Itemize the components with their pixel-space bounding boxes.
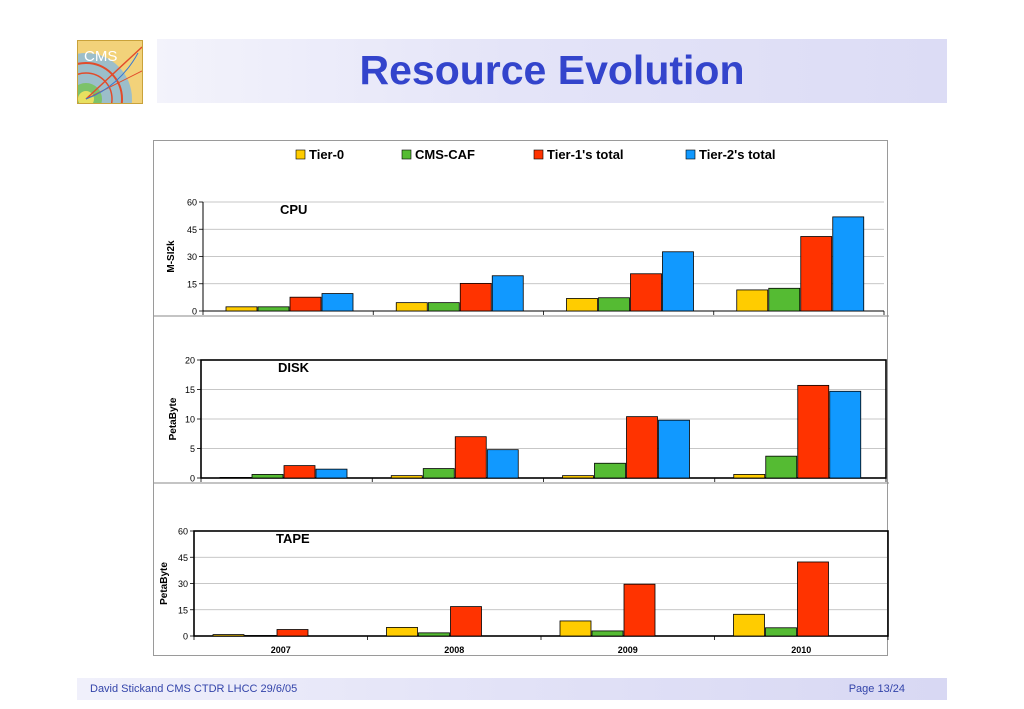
logo-text: CMS	[84, 48, 117, 65]
bar-tier-0-2010	[736, 289, 769, 312]
bar-tier-1-s-total-2009	[626, 416, 658, 479]
footer-bar: David Stickand CMS CTDR LHCC 29/6/05 Pag…	[77, 678, 947, 700]
bar-tier-2-s-total-2010	[829, 390, 862, 479]
bar-tier-2-s-total-2008	[486, 449, 519, 479]
bar-tier-0-2009	[559, 620, 592, 637]
bar-tier-1-s-total-2010	[797, 384, 830, 479]
bar-cms-caf-2010	[765, 455, 798, 479]
bar-cms-caf-2009	[598, 297, 630, 312]
page-number: Page 13/24	[848, 683, 905, 695]
footer-author: David Stickand CMS CTDR LHCC 29/6/05	[90, 683, 298, 695]
bar-tier-0-2010	[733, 613, 765, 637]
y-tick-label: 45	[178, 553, 188, 563]
bar-tier-2-s-total-2007	[321, 293, 354, 312]
y-tick-label: 60	[178, 527, 188, 537]
y-tick-label: 0	[183, 632, 188, 642]
y-tick-label: 60	[187, 198, 197, 208]
y-tick-label: 0	[192, 307, 197, 317]
bar-tier-1-s-total-2010	[800, 236, 833, 312]
y-tick-label: 20	[185, 356, 195, 366]
bar-tier-0-2007	[212, 634, 245, 637]
bar-tier-2-s-total-2009	[662, 251, 694, 312]
legend-label: Tier-0	[309, 147, 344, 162]
bar-tier-0-2009	[566, 298, 598, 312]
legend-label: CMS-CAF	[415, 147, 475, 162]
x-tick-label: 2008	[444, 645, 464, 655]
y-tick-label: 15	[178, 605, 188, 615]
legend-label: Tier-2's total	[699, 147, 776, 162]
y-axis-label: PetaByte	[159, 562, 170, 605]
bar-tier-0-2007	[219, 477, 252, 479]
y-tick-label: 5	[190, 444, 195, 454]
bar-cms-caf-2008	[422, 468, 455, 479]
resource-chart: Tier-0 CMS-CAF Tier-1's total Tier-2's tota…	[154, 147, 889, 655]
bar-tier-0-2008	[390, 475, 423, 479]
bar-tier-1-s-total-2010	[797, 561, 829, 637]
bar-cms-caf-2007	[251, 474, 284, 479]
bar-tier-1-s-total-2009	[623, 583, 656, 637]
panel-title: TAPE	[276, 531, 310, 546]
bar-tier-1-s-total-2007	[276, 629, 309, 637]
y-axis-label: PetaByte	[168, 397, 179, 440]
bar-tier-0-2007	[225, 306, 258, 312]
x-tick-label: 2009	[618, 645, 638, 655]
y-tick-label: 45	[187, 225, 197, 235]
bar-cms-caf-2007	[244, 635, 277, 637]
bar-tier-2-s-total-2007	[315, 468, 348, 479]
bar-cms-caf-2010	[768, 287, 801, 312]
legend-swatch	[533, 149, 544, 160]
y-tick-label: 15	[185, 385, 195, 395]
cms-logo: CMS	[77, 40, 143, 104]
y-tick-label: 15	[187, 279, 197, 289]
legend-swatch	[295, 149, 306, 160]
panel-title: DISK	[278, 360, 310, 375]
legend-label: Tier-1's total	[547, 147, 624, 162]
bar-tier-1-s-total-2007	[289, 296, 322, 312]
bar-cms-caf-2008	[427, 302, 460, 312]
legend-swatch	[401, 149, 412, 160]
legend-swatch	[685, 149, 696, 160]
bar-tier-0-2008	[395, 302, 428, 312]
bar-cms-caf-2007	[257, 306, 290, 312]
bar-tier-1-s-total-2008	[459, 282, 492, 312]
y-tick-label: 30	[187, 252, 197, 262]
x-tick-label: 2010	[791, 645, 811, 655]
panel-title: CPU	[280, 202, 307, 217]
bar-cms-caf-2010	[765, 627, 797, 637]
x-tick-label: 2007	[271, 645, 291, 655]
bar-tier-2-s-total-2010	[832, 216, 865, 312]
y-axis-label: M-SI2k	[166, 240, 177, 273]
bar-tier-0-2008	[386, 627, 418, 637]
bar-tier-2-s-total-2008	[491, 275, 524, 312]
bar-cms-caf-2008	[418, 632, 450, 637]
page-title: Resource Evolution	[359, 47, 745, 93]
bar-tier-0-2009	[562, 475, 594, 479]
bar-tier-1-s-total-2008	[450, 606, 482, 637]
cms-logo-icon: CMS	[78, 41, 142, 103]
bar-tier-0-2010	[733, 474, 766, 479]
y-tick-label: 10	[185, 415, 195, 425]
bar-tier-1-s-total-2009	[630, 273, 662, 312]
chart-frame: Tier-0 CMS-CAF Tier-1's total Tier-2's tota…	[153, 140, 889, 656]
bar-tier-2-s-total-2009	[658, 419, 690, 479]
bar-cms-caf-2009	[591, 630, 624, 637]
bar-tier-1-s-total-2007	[283, 465, 316, 479]
bar-cms-caf-2009	[594, 462, 626, 479]
y-tick-label: 0	[190, 474, 195, 484]
title-bar: Resource Evolution	[157, 39, 947, 103]
bar-tier-1-s-total-2008	[454, 436, 487, 479]
y-tick-label: 30	[178, 579, 188, 589]
